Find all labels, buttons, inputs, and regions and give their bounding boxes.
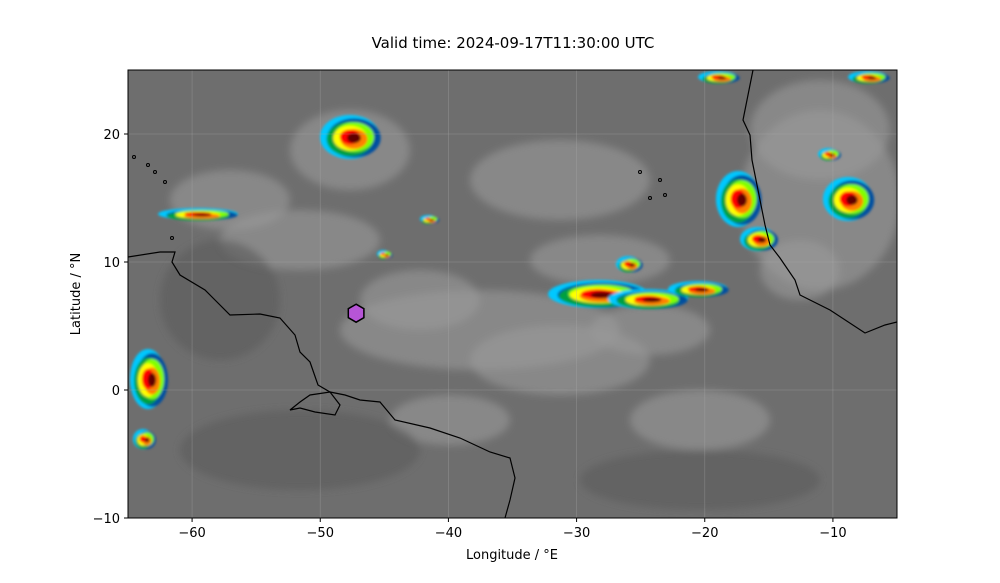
y-axis-label: Latitude / °N — [69, 253, 84, 335]
cloud-area — [390, 395, 510, 445]
x-tick-label: −40 — [435, 526, 462, 541]
convective-cell-layer — [425, 217, 431, 221]
convective-cell-layer — [430, 219, 434, 221]
convective-cell-layer — [642, 297, 662, 303]
convective-cell-layer — [867, 76, 877, 80]
clear-area — [180, 410, 420, 490]
convective-cell-layer — [736, 193, 748, 207]
convective-cells — [130, 71, 890, 449]
cloud-area — [170, 170, 290, 230]
convective-cell-layer — [695, 288, 709, 292]
clear-area — [160, 240, 280, 360]
cloud-area — [630, 390, 770, 450]
cloud-area — [590, 305, 710, 355]
convective-cell-layer — [846, 194, 858, 206]
y-tick-label: −10 — [93, 512, 120, 527]
y-tick-label: 10 — [103, 256, 120, 271]
location-marker-hexagon[interactable] — [347, 303, 365, 324]
cloud-area — [760, 240, 840, 300]
convective-cell-layer — [380, 252, 386, 256]
convective-cell-layer — [629, 263, 635, 267]
x-tick-label: −20 — [691, 526, 718, 541]
coastline — [742, 70, 897, 334]
x-tick-label: −30 — [563, 526, 590, 541]
island — [163, 180, 167, 184]
convective-cell-layer — [829, 153, 835, 157]
island — [146, 163, 150, 167]
island — [638, 170, 642, 174]
axes-frame — [127, 69, 898, 519]
x-axis-label: Longitude / °E — [466, 548, 558, 563]
coastline — [128, 251, 516, 518]
convective-cell-layer — [147, 373, 157, 387]
island — [153, 170, 157, 174]
coastlines — [128, 70, 897, 518]
gridlines — [128, 70, 897, 518]
y-tick-label: 0 — [112, 384, 120, 399]
island — [648, 196, 652, 200]
coastline — [289, 391, 341, 416]
cloud-area — [750, 80, 890, 180]
island — [658, 178, 662, 182]
y-tick-label: 20 — [103, 128, 120, 143]
convective-cell-layer — [347, 132, 361, 144]
convective-cell-layer — [757, 237, 767, 243]
x-tick-label: −10 — [819, 526, 846, 541]
convective-cell-layer — [144, 437, 150, 443]
x-tick-label: −50 — [307, 526, 334, 541]
island — [132, 155, 136, 159]
cloud-area — [360, 270, 480, 330]
island — [663, 193, 667, 197]
convective-cell-layer — [385, 254, 389, 256]
convective-cell-layer — [192, 213, 212, 217]
island — [170, 236, 174, 240]
cloud-area — [470, 140, 650, 220]
clear-area — [580, 450, 820, 510]
convective-cell-layer — [824, 151, 832, 157]
convective-cell-layer — [590, 291, 614, 299]
convective-cell-layer — [717, 76, 727, 80]
x-ticks: −60 −50 −40 −30 −20 −10 — [178, 518, 847, 541]
y-ticks: −10 0 10 20 — [93, 128, 128, 527]
x-tick-label: −60 — [178, 526, 205, 541]
cloud-area — [530, 235, 670, 285]
plot-title: Valid time: 2024-09-17T11:30:00 UTC — [371, 34, 655, 52]
convective-cell-layer — [139, 435, 147, 443]
cloud-field — [160, 80, 897, 510]
